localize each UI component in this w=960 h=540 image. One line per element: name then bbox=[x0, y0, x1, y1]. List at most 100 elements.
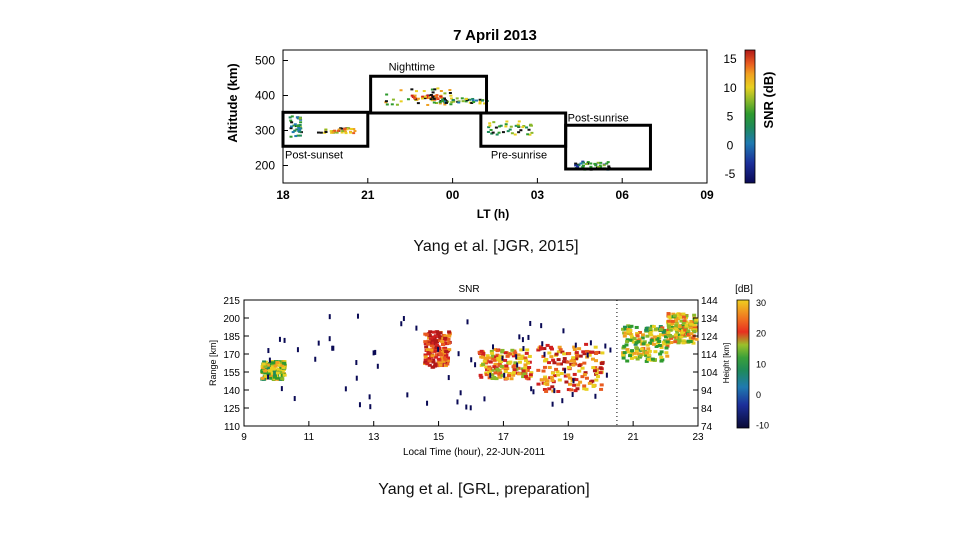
chart-bottom-data-point bbox=[519, 371, 524, 375]
chart-bottom-data-point bbox=[673, 340, 678, 344]
chart-bottom-data-point bbox=[598, 366, 603, 370]
caption-bottom: Yang et al. [GRL, preparation] bbox=[378, 481, 589, 498]
chart-top-data-point bbox=[606, 161, 610, 164]
chart-top-x-axis-label: LT (h) bbox=[477, 207, 509, 221]
chart-bottom-data-point bbox=[667, 324, 672, 328]
chart-bottom-data-point bbox=[550, 385, 555, 389]
chart-top-data-point bbox=[298, 126, 302, 129]
chart-bottom-data-point bbox=[433, 362, 438, 366]
chart-bottom-data-point bbox=[490, 356, 495, 360]
chart-top-data-point bbox=[416, 97, 420, 100]
chart-bottom-data-point bbox=[582, 352, 587, 356]
chart-bottom-data-point bbox=[694, 337, 699, 341]
chart-bottom-data-point bbox=[272, 370, 277, 374]
chart-bottom-data-point bbox=[443, 334, 448, 338]
chart-bottom-data-point bbox=[497, 374, 502, 378]
chart-bottom-data-point bbox=[510, 348, 515, 352]
chart-bottom-data-point bbox=[425, 362, 430, 366]
chart-top-data-point bbox=[510, 132, 514, 135]
chart-bottom-data-point bbox=[670, 319, 675, 323]
chart-top-data-point bbox=[420, 97, 424, 100]
chart-bottom-data-point bbox=[658, 352, 663, 356]
chart-bottom-data-point bbox=[268, 373, 273, 377]
chart-top-data-point bbox=[438, 102, 442, 105]
chart-bottom-data-point bbox=[492, 365, 497, 369]
chart-bottom-data-point bbox=[681, 312, 686, 316]
chart-bottom-data-point bbox=[490, 373, 495, 377]
chart-top-data-point bbox=[399, 89, 403, 92]
chart-top-data-point bbox=[526, 133, 530, 136]
chart-top-data-point bbox=[492, 121, 496, 124]
chart-bottom-data-point bbox=[523, 356, 528, 360]
chart-bottom-data-point bbox=[263, 364, 268, 368]
chart-bottom-data-point bbox=[645, 326, 650, 330]
chart-bottom-data-point bbox=[445, 358, 450, 362]
chart-bottom-data-point bbox=[677, 339, 682, 343]
chart-bottom-data-point bbox=[626, 330, 631, 334]
chart-bottom-axes: 9 11 13 15 17 19 21 23 215 200 185 170 155 140 125 110 1… bbox=[223, 296, 718, 443]
chart-bottom-data-point bbox=[557, 378, 562, 382]
chart-bottom-data-point bbox=[521, 375, 526, 379]
chart-bottom-data-point bbox=[441, 359, 446, 363]
chart-bottom-data-point bbox=[266, 366, 271, 370]
chart-bottom-data-point bbox=[372, 350, 375, 356]
chart-bottom-data-point bbox=[521, 337, 524, 343]
chart-bottom-data-point bbox=[670, 335, 675, 339]
chart-bottom-data-point bbox=[688, 340, 693, 344]
chart-bottom-data-point bbox=[484, 358, 489, 362]
chart-bottom-data-point bbox=[691, 325, 696, 329]
chart-top-data-point bbox=[504, 125, 508, 128]
chart-bottom-data-point bbox=[429, 344, 434, 348]
chart-bottom-data-point bbox=[490, 368, 495, 372]
chart-bottom-data-point bbox=[415, 325, 418, 331]
chart-bottom-data-point bbox=[625, 338, 630, 342]
chart-bottom-data-point bbox=[296, 347, 299, 353]
chart-bottom-data-point bbox=[681, 315, 686, 319]
chart-top-data-point bbox=[483, 102, 487, 105]
chart-bottom-x-tick-label: 15 bbox=[433, 432, 445, 443]
chart-top-data-point bbox=[478, 98, 482, 101]
chart-bottom-data-point bbox=[275, 361, 280, 365]
chart-bottom-data-point bbox=[541, 341, 544, 347]
chart-bottom-data-point bbox=[599, 383, 604, 387]
chart-bottom-data-point bbox=[269, 367, 274, 371]
chart-bottom-data-point bbox=[609, 347, 612, 353]
chart-bottom-data-point bbox=[686, 339, 691, 343]
chart-bottom-data-point bbox=[431, 365, 436, 369]
chart-bottom-data-point bbox=[577, 364, 582, 368]
chart-bottom-data-point bbox=[263, 374, 268, 378]
chart-top-data-point bbox=[395, 103, 399, 106]
chart-top-data-point bbox=[522, 125, 526, 128]
chart-bottom-data-point bbox=[293, 396, 296, 402]
chart-top-data-point bbox=[594, 164, 598, 167]
chart-bottom-data-point bbox=[634, 349, 639, 353]
chart-top-colorbar-tick-label: 15 bbox=[723, 52, 737, 66]
chart-bottom-data-point bbox=[447, 334, 452, 338]
chart-bottom-data-point bbox=[634, 341, 639, 345]
chart-top-data-point bbox=[517, 120, 521, 123]
chart-top-data-point bbox=[450, 101, 454, 104]
chart-bottom-data-point bbox=[649, 329, 654, 333]
chart-bottom-data-point bbox=[356, 313, 359, 319]
chart-bottom-x-tick-label: 23 bbox=[692, 432, 704, 443]
chart-bottom-data-point bbox=[679, 335, 684, 339]
chart-bottom-data-point bbox=[426, 351, 431, 355]
chart-bottom-data-point bbox=[426, 359, 431, 363]
chart-bottom-data-point bbox=[402, 316, 405, 322]
chart-bottom-data-point bbox=[594, 393, 597, 399]
chart-bottom-data-point bbox=[649, 333, 654, 337]
chart-bottom-data-point bbox=[511, 354, 516, 358]
chart-top-data-point bbox=[599, 166, 603, 169]
chart-top-data-point bbox=[519, 129, 523, 132]
chart-bottom-data-point bbox=[631, 340, 636, 344]
chart-top-data-point bbox=[438, 101, 442, 104]
chart-bottom-data-point bbox=[674, 338, 679, 342]
chart-bottom-data-point bbox=[551, 401, 554, 407]
chart-top-data-point bbox=[593, 162, 597, 165]
chart-top-data-point bbox=[581, 160, 585, 163]
chart-bottom-data-point bbox=[662, 328, 667, 332]
chart-bottom-y2-tick-label: 74 bbox=[701, 422, 713, 433]
chart-bottom-data-point bbox=[576, 383, 581, 387]
chart-bottom-data-point bbox=[662, 333, 667, 337]
chart-top-data-point bbox=[413, 97, 417, 100]
